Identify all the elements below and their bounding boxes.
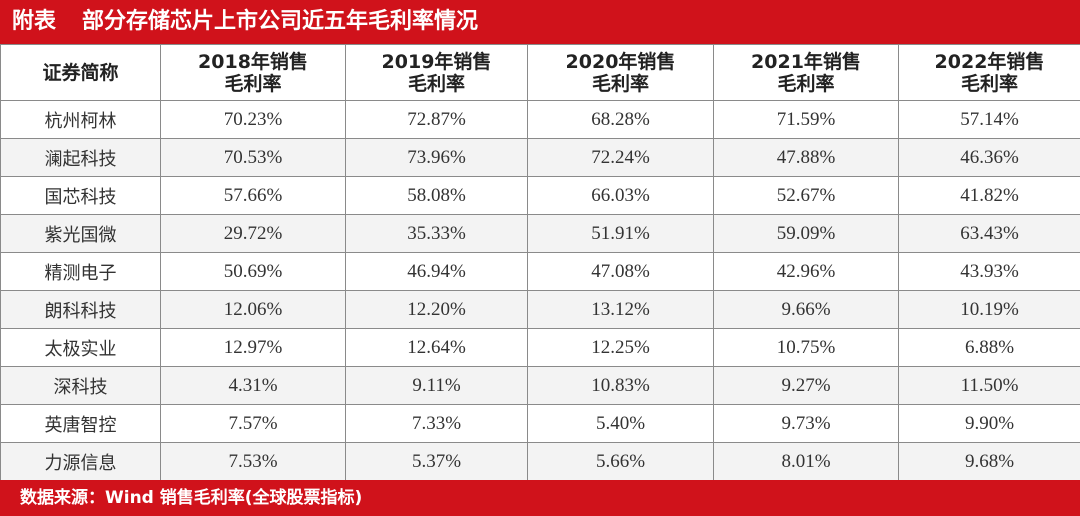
cell-margin-2018: 12.06% <box>160 290 346 329</box>
cell-margin-2020: 5.40% <box>527 404 714 443</box>
cell-margin-2020: 12.25% <box>527 328 714 367</box>
cell-margin-2019: 46.94% <box>345 252 528 291</box>
column-header-line1: 2021年销售 <box>751 50 861 73</box>
cell-margin-2019: 12.20% <box>345 290 528 329</box>
cell-margin-2022: 6.88% <box>898 328 1080 367</box>
page-title: 部分存储芯片上市公司近五年毛利率情况 <box>82 9 479 34</box>
column-header-line1: 2019年销售 <box>381 50 492 73</box>
table-body: 杭州柯林 70.23% 72.87% 68.28% 71.59% 57.14% 澜起科技 70… <box>0 100 1080 480</box>
cell-margin-2022: 9.68% <box>898 442 1080 480</box>
column-header-line1: 2022年销售 <box>934 50 1045 73</box>
cell-margin-2019: 73.96% <box>345 138 528 177</box>
table-row: 澜起科技 70.53% 73.96% 72.24% 47.88% 46.36% <box>0 138 1080 177</box>
cell-margin-2021: 9.27% <box>713 366 899 405</box>
cell-margin-2018: 7.57% <box>160 404 346 443</box>
cell-margin-2021: 52.67% <box>713 176 899 215</box>
table-row: 深科技 4.31% 9.11% 10.83% 9.27% 11.50% <box>0 366 1080 405</box>
cell-security-name: 力源信息 <box>0 442 161 480</box>
cell-margin-2019: 7.33% <box>345 404 528 443</box>
column-header-line1: 2020年销售 <box>565 50 676 73</box>
cell-margin-2021: 9.73% <box>713 404 899 443</box>
cell-margin-2018: 12.97% <box>160 328 346 367</box>
cell-margin-2020: 66.03% <box>527 176 714 215</box>
cell-margin-2020: 13.12% <box>527 290 714 329</box>
table-container: 证券简称 2018年销售 毛利率 2019年销售 毛利率 2020年销售 毛利率… <box>0 44 1080 480</box>
cell-security-name: 太极实业 <box>0 328 161 367</box>
cell-margin-2019: 5.37% <box>345 442 528 480</box>
cell-margin-2022: 41.82% <box>898 176 1080 215</box>
cell-margin-2022: 46.36% <box>898 138 1080 177</box>
title-bar: 附表 部分存储芯片上市公司近五年毛利率情况 <box>0 0 1080 44</box>
cell-margin-2019: 72.87% <box>345 100 528 139</box>
cell-margin-2018: 70.53% <box>160 138 346 177</box>
column-header-2018: 2018年销售 毛利率 <box>160 44 346 101</box>
cell-margin-2022: 57.14% <box>898 100 1080 139</box>
cell-margin-2018: 4.31% <box>160 366 346 405</box>
table-row: 力源信息 7.53% 5.37% 5.66% 8.01% 9.68% <box>0 442 1080 480</box>
cell-margin-2020: 72.24% <box>527 138 714 177</box>
cell-margin-2019: 9.11% <box>345 366 528 405</box>
column-header-security-name: 证券简称 <box>0 44 161 101</box>
cell-security-name: 国芯科技 <box>0 176 161 215</box>
column-header-line1: 证券简称 <box>42 61 119 84</box>
column-header-line2: 毛利率 <box>960 72 1018 95</box>
cell-margin-2019: 58.08% <box>345 176 528 215</box>
column-header-line2: 毛利率 <box>224 72 282 95</box>
cell-margin-2018: 50.69% <box>160 252 346 291</box>
data-source-note: 数据来源：Wind 销售毛利率(全球股票指标) <box>20 488 363 508</box>
cell-security-name: 杭州柯林 <box>0 100 161 139</box>
column-header-line2: 毛利率 <box>591 72 649 95</box>
cell-margin-2022: 11.50% <box>898 366 1080 405</box>
gross-margin-table: 证券简称 2018年销售 毛利率 2019年销售 毛利率 2020年销售 毛利率… <box>0 44 1080 480</box>
table-row: 杭州柯林 70.23% 72.87% 68.28% 71.59% 57.14% <box>0 100 1080 139</box>
cell-margin-2021: 71.59% <box>713 100 899 139</box>
cell-margin-2019: 35.33% <box>345 214 528 253</box>
cell-margin-2020: 10.83% <box>527 366 714 405</box>
table-row: 太极实业 12.97% 12.64% 12.25% 10.75% 6.88% <box>0 328 1080 367</box>
column-header-line1: 2018年销售 <box>198 50 308 73</box>
table-row: 精测电子 50.69% 46.94% 47.08% 42.96% 43.93% <box>0 252 1080 291</box>
column-header-2021: 2021年销售 毛利率 <box>713 44 899 101</box>
cell-security-name: 紫光国微 <box>0 214 161 253</box>
column-header-line2: 毛利率 <box>777 72 835 95</box>
column-header-2020: 2020年销售 毛利率 <box>527 44 714 101</box>
footer-source-bar: 数据来源：Wind 销售毛利率(全球股票指标) <box>0 480 1080 516</box>
cell-margin-2020: 51.91% <box>527 214 714 253</box>
cell-margin-2021: 59.09% <box>713 214 899 253</box>
table-row: 紫光国微 29.72% 35.33% 51.91% 59.09% 63.43% <box>0 214 1080 253</box>
cell-margin-2021: 9.66% <box>713 290 899 329</box>
table-row: 国芯科技 57.66% 58.08% 66.03% 52.67% 41.82% <box>0 176 1080 215</box>
column-header-2019: 2019年销售 毛利率 <box>345 44 528 101</box>
cell-margin-2022: 63.43% <box>898 214 1080 253</box>
cell-security-name: 澜起科技 <box>0 138 161 177</box>
cell-margin-2019: 12.64% <box>345 328 528 367</box>
cell-security-name: 深科技 <box>0 366 161 405</box>
cell-margin-2020: 5.66% <box>527 442 714 480</box>
cell-margin-2022: 10.19% <box>898 290 1080 329</box>
cell-margin-2021: 42.96% <box>713 252 899 291</box>
cell-margin-2020: 68.28% <box>527 100 714 139</box>
table-row: 英唐智控 7.57% 7.33% 5.40% 9.73% 9.90% <box>0 404 1080 443</box>
column-header-2022: 2022年销售 毛利率 <box>898 44 1080 101</box>
cell-margin-2021: 47.88% <box>713 138 899 177</box>
appendix-label: 附表 <box>12 9 57 34</box>
cell-margin-2020: 47.08% <box>527 252 714 291</box>
cell-security-name: 精测电子 <box>0 252 161 291</box>
table-header-row: 证券简称 2018年销售 毛利率 2019年销售 毛利率 2020年销售 毛利率… <box>0 44 1080 101</box>
cell-margin-2018: 7.53% <box>160 442 346 480</box>
cell-margin-2021: 10.75% <box>713 328 899 367</box>
cell-margin-2018: 70.23% <box>160 100 346 139</box>
cell-security-name: 英唐智控 <box>0 404 161 443</box>
cell-margin-2022: 43.93% <box>898 252 1080 291</box>
column-header-line2: 毛利率 <box>407 72 465 95</box>
cell-margin-2022: 9.90% <box>898 404 1080 443</box>
cell-margin-2021: 8.01% <box>713 442 899 480</box>
table-row: 朗科科技 12.06% 12.20% 13.12% 9.66% 10.19% <box>0 290 1080 329</box>
cell-margin-2018: 29.72% <box>160 214 346 253</box>
cell-security-name: 朗科科技 <box>0 290 161 329</box>
cell-margin-2018: 57.66% <box>160 176 346 215</box>
